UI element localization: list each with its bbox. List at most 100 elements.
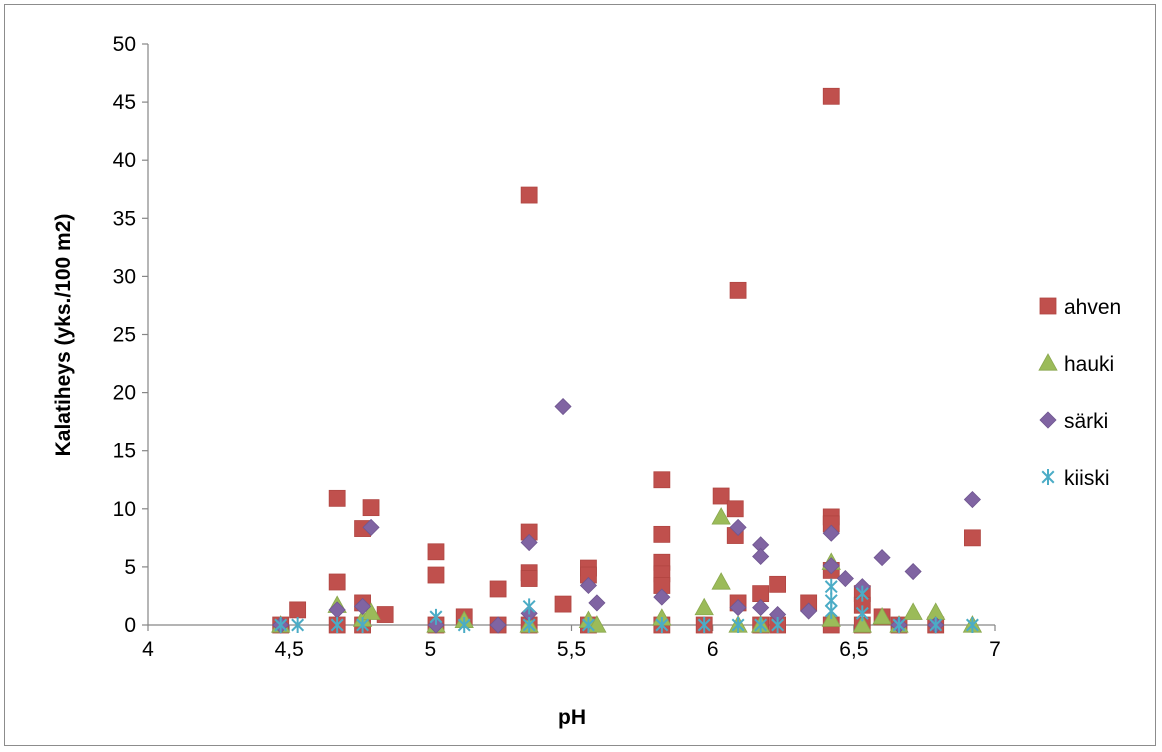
legend-item-hauki: hauki bbox=[1038, 353, 1114, 376]
legend: ahven hauki särki kiiski bbox=[1038, 296, 1121, 490]
point-ahven bbox=[726, 500, 744, 518]
point-kiiski-stroke bbox=[824, 594, 838, 608]
point-hauki bbox=[711, 507, 731, 525]
point-ahven bbox=[554, 595, 572, 613]
point-kiiski bbox=[855, 585, 869, 602]
point-särki bbox=[822, 524, 840, 542]
point-kiiski-stroke bbox=[429, 610, 443, 624]
point-kiiski bbox=[892, 617, 906, 633]
point-ahven bbox=[729, 281, 747, 299]
x-tick-label: 4 bbox=[142, 638, 154, 661]
point-hauki bbox=[711, 572, 731, 590]
point-särki bbox=[653, 588, 671, 606]
point-kiiski-stroke bbox=[522, 599, 536, 613]
y-tick-label: 20 bbox=[113, 382, 136, 405]
point-särki bbox=[729, 518, 747, 536]
point-kiiski-stroke bbox=[892, 618, 906, 632]
legend-item-ahven: ahven bbox=[1039, 296, 1121, 319]
data-points bbox=[271, 87, 983, 634]
point-särki bbox=[588, 594, 606, 612]
point-ahven bbox=[653, 525, 671, 543]
point-kiiski-stroke bbox=[291, 618, 305, 632]
point-ahven bbox=[769, 575, 787, 593]
point-särki bbox=[822, 557, 840, 575]
point-ahven bbox=[489, 580, 507, 598]
x-tick-label: 7 bbox=[989, 638, 1001, 661]
point-särki bbox=[904, 562, 922, 581]
y-tick-label: 10 bbox=[113, 498, 136, 521]
point-kiiski bbox=[274, 617, 288, 633]
point-kiiski bbox=[855, 605, 869, 622]
point-särki bbox=[729, 599, 747, 617]
series-kiiski bbox=[274, 578, 979, 633]
legend-label-kiiski: kiiski bbox=[1064, 467, 1110, 490]
point-särki bbox=[579, 576, 598, 595]
point-kiiski bbox=[929, 617, 943, 633]
y-tick-label: 0 bbox=[124, 614, 136, 637]
point-ahven bbox=[376, 606, 394, 623]
point-särki bbox=[963, 490, 981, 509]
point-särki bbox=[752, 599, 770, 617]
point-kiiski-stroke bbox=[824, 580, 838, 594]
point-ahven bbox=[520, 186, 538, 204]
y-axis-title: Kalatiheys (yks./100 m2) bbox=[52, 214, 75, 457]
point-ahven bbox=[427, 543, 445, 561]
point-kiiski-stroke bbox=[655, 618, 669, 632]
point-ahven bbox=[289, 601, 307, 619]
legend-label-särki: särki bbox=[1064, 410, 1108, 433]
point-kiiski-stroke bbox=[771, 618, 785, 632]
legend-item-särki: särki bbox=[1039, 410, 1108, 433]
x-tick-label: 6,5 bbox=[839, 638, 868, 661]
point-särki bbox=[554, 397, 572, 416]
point-särki bbox=[328, 601, 346, 619]
axes: 0 5 10 15 20 25 30 35 40 45 50 4 4,5 5 5,5 6 6,5 7 bbox=[113, 33, 1001, 661]
point-kiiski bbox=[522, 598, 536, 615]
point-kiiski-stroke bbox=[855, 587, 869, 601]
point-kiiski-stroke bbox=[581, 618, 595, 632]
legend-marker-ahven bbox=[1039, 297, 1057, 315]
point-ahven bbox=[520, 570, 538, 587]
point-särki bbox=[752, 547, 770, 566]
point-särki bbox=[800, 602, 818, 620]
point-kiiski bbox=[754, 617, 768, 633]
point-kiiski-stroke bbox=[929, 618, 943, 632]
point-kiiski-stroke bbox=[697, 618, 711, 632]
x-tick-label: 5 bbox=[424, 638, 436, 661]
point-ahven bbox=[328, 489, 346, 507]
point-ahven bbox=[964, 529, 981, 547]
point-hauki bbox=[361, 602, 381, 620]
point-kiiski-stroke bbox=[855, 606, 869, 620]
point-kiiski bbox=[824, 578, 838, 595]
point-kiiski-stroke bbox=[731, 618, 745, 632]
x-tick-label: 4,5 bbox=[275, 638, 304, 661]
point-särki bbox=[489, 616, 507, 634]
point-hauki bbox=[852, 615, 872, 633]
point-kiiski-stroke bbox=[330, 618, 344, 632]
y-tick-label: 40 bbox=[113, 149, 136, 172]
y-tick-label: 5 bbox=[124, 556, 136, 579]
point-kiiski-stroke bbox=[754, 618, 768, 632]
series-ahven bbox=[272, 87, 981, 634]
y-tick-label: 15 bbox=[113, 440, 136, 463]
y-tick-label: 45 bbox=[113, 91, 136, 114]
point-kiiski bbox=[356, 617, 370, 633]
legend-marker-särki bbox=[1039, 411, 1057, 429]
legend-label-ahven: ahven bbox=[1064, 296, 1121, 319]
point-kiiski bbox=[771, 617, 785, 633]
point-kiiski bbox=[429, 608, 443, 625]
legend-marker-hauki bbox=[1038, 353, 1058, 371]
point-hauki bbox=[872, 607, 892, 625]
point-kiiski bbox=[965, 617, 979, 633]
point-kiiski-stroke bbox=[457, 618, 471, 632]
point-kiiski bbox=[581, 617, 595, 633]
x-axis-title: pH bbox=[558, 706, 586, 729]
point-ahven bbox=[427, 566, 445, 584]
y-tick-label: 25 bbox=[113, 324, 136, 347]
point-kiiski-stroke bbox=[965, 618, 979, 632]
y-tick-label: 30 bbox=[113, 265, 136, 288]
legend-item-kiiski: kiiski bbox=[1041, 467, 1110, 490]
y-tick-label: 35 bbox=[113, 207, 136, 230]
point-kiiski bbox=[522, 617, 536, 633]
point-kiiski-stroke bbox=[824, 604, 838, 618]
